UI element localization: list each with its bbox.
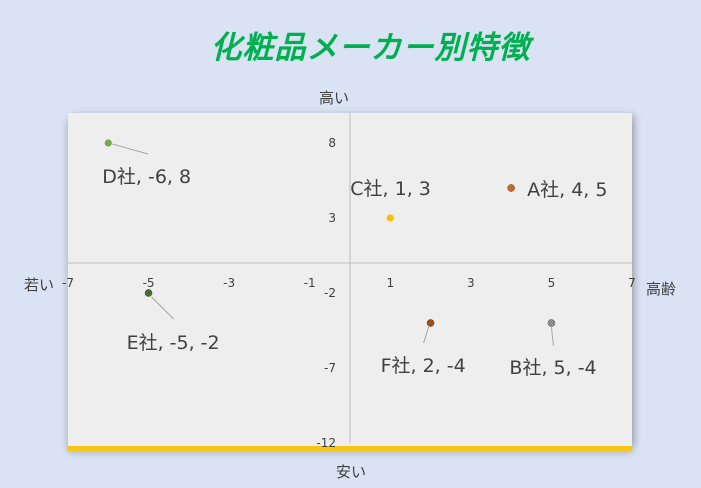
leader-line (112, 143, 149, 155)
x-tick-label: 7 (628, 276, 636, 290)
point-d (104, 139, 112, 147)
x-tick-label: -5 (143, 276, 155, 290)
data-label-a: A社, 4, 5 (527, 179, 607, 201)
x-tick-label: 5 (548, 276, 556, 290)
data-label-e: E社, -5, -2 (127, 332, 220, 354)
x-tick-label: -7 (62, 276, 74, 290)
y-tick-label: -12 (316, 436, 336, 450)
point-b-hatch (547, 319, 556, 327)
data-label-c: C社, 1, 3 (350, 178, 431, 200)
point-e-hatch (144, 289, 153, 297)
axis-word-top: 高い (319, 89, 350, 107)
data-label-d: D社, -6, 8 (102, 166, 191, 188)
point-c (386, 214, 394, 222)
leader-line (151, 296, 174, 320)
y-tick-label: -7 (324, 361, 336, 375)
y-tick-label: 8 (328, 136, 336, 150)
y-tick-label: 3 (328, 211, 336, 225)
x-tick-label: -1 (304, 276, 316, 290)
point-a-hatch (507, 184, 515, 192)
chart-title: 化粧品メーカー別特徴 (210, 30, 531, 66)
axis-word-bottom: 安い (336, 463, 367, 481)
point-f-hatch (426, 319, 435, 327)
y-tick-label: -2 (324, 286, 336, 300)
data-label-b: B社, 5, -4 (509, 357, 596, 379)
x-tick-label: -3 (223, 276, 235, 290)
data-label-f: F社, 2, -4 (381, 355, 466, 377)
leader-line (550, 326, 554, 347)
axis-word-right: 高齢 (646, 280, 677, 298)
leader-line (423, 326, 430, 344)
axis-word-left: 若い (24, 276, 55, 294)
x-tick-label: 1 (386, 276, 394, 290)
x-tick-label: 3 (467, 276, 475, 290)
